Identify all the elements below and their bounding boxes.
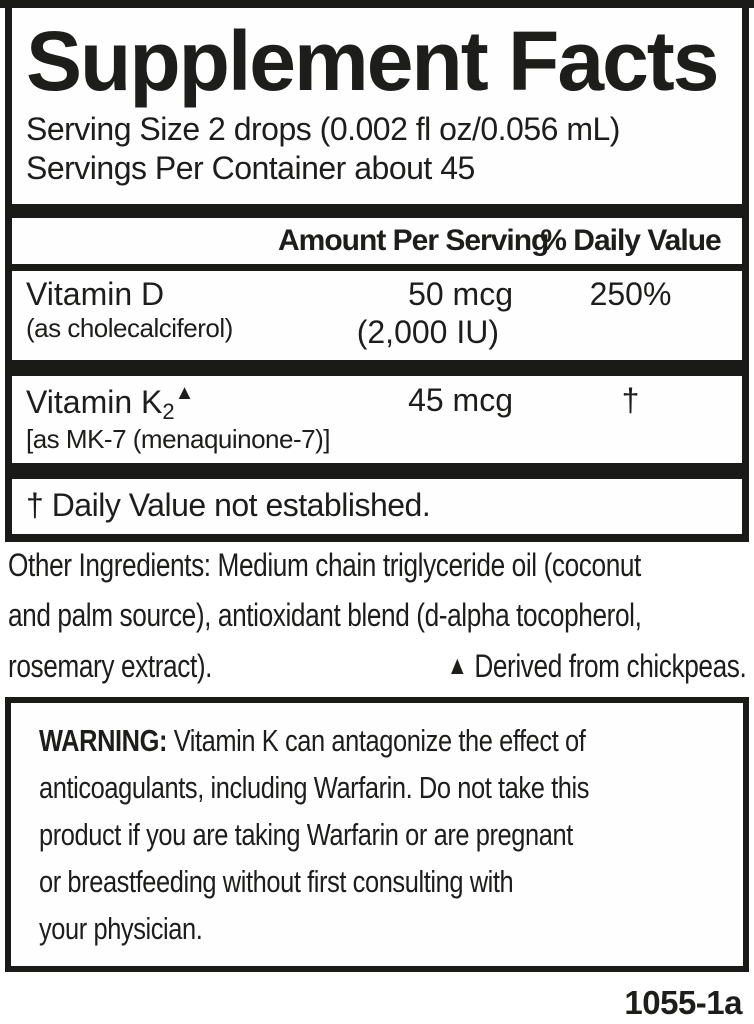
amount-cell: 50 mcg (2,000 IU) (278, 276, 533, 351)
panel-title: Supplement Facts (26, 14, 719, 108)
other-ingredients-section: Other Ingredients: Medium chain triglyce… (8, 540, 746, 690)
separator-bar (12, 264, 742, 272)
other-ingredients-text: rosemary extract). (8, 648, 213, 684)
warning-text: Vitamin K can antagonize the effect of (173, 723, 586, 758)
other-ingredients-last-line: rosemary extract). ▲ Derived from chickp… (8, 640, 746, 690)
nutrient-name-cell: Vitamin K2▲ [as MK-7 (menaquinone-7)] (26, 382, 330, 455)
vitamin-d-name: Vitamin D (26, 276, 165, 313)
other-ingredients-line: Other Ingredients: Medium chain triglyce… (8, 540, 746, 590)
vitamin-d-amount-iu: (2,000 IU) (356, 314, 499, 351)
warning-text: anticoagulants, including Warfarin. Do n… (39, 770, 590, 805)
vitamin-k2-form: [as MK-7 (menaquinone-7)] (26, 423, 330, 454)
warning-line: or breastfeeding without first consultin… (39, 858, 717, 905)
vitamin-d-dv: 250% (589, 276, 672, 313)
warning-box: WARNING: Vitamin K can antagonize the ef… (5, 697, 749, 972)
separator-bar (12, 463, 742, 480)
other-ingredients-text: and palm source), antioxidant blend (d-a… (8, 597, 642, 633)
derived-from-chickpeas-note: ▲ Derived from chickpeas. (446, 640, 746, 691)
nutrient-name-cell: Vitamin D (as cholecalciferol) (26, 276, 278, 344)
header-daily-value: % Daily Value (540, 224, 721, 258)
triangle-icon: ▲ (446, 650, 468, 680)
serving-info: Serving Size 2 drops (0.002 fl oz/0.056 … (26, 110, 728, 188)
other-ingredients-line: and palm source), antioxidant blend (d-a… (8, 590, 746, 640)
top-border-bar (0, 0, 754, 8)
other-ingredients-text: Other Ingredients: Medium chain triglyce… (8, 547, 641, 583)
warning-text: product if you are taking Warfarin or ar… (39, 817, 573, 852)
supplement-facts-panel: Supplement Facts Serving Size 2 drops (0… (5, 8, 749, 543)
serving-size: Serving Size 2 drops (0.002 fl oz/0.056 … (26, 111, 620, 148)
warning-text: your physician. (39, 911, 203, 946)
warning-line: your physician. (39, 905, 717, 952)
daily-value-cell: † (533, 382, 728, 419)
vitamin-d-amount: 50 mcg (408, 276, 513, 313)
vitamin-k-text: Vitamin K (26, 383, 163, 420)
derived-note-text: Derived from chickpeas. (473, 648, 746, 684)
warning-line: product if you are taking Warfarin or ar… (39, 811, 717, 858)
warning-label: WARNING: (39, 723, 168, 758)
product-code: 1055-1a (624, 984, 742, 1021)
vitamin-k2-amount: 45 mcg (408, 381, 513, 418)
vitamin-k2-dv-dagger: † (621, 381, 640, 418)
k2-subscript: 2 (162, 398, 175, 424)
servings-per-container: Servings Per Container about 45 (26, 150, 475, 187)
warning-line: anticoagulants, including Warfarin. Do n… (39, 764, 717, 811)
header-amount-per-serving: Amount Per Serving (278, 224, 549, 258)
chickpea-triangle-mark: ▲ (174, 381, 195, 404)
vitamin-d-form: (as cholecalciferol) (26, 313, 233, 344)
vitamin-k2-name: Vitamin K2▲ (26, 382, 278, 424)
table-row-vitamin-k2: Vitamin K2▲ [as MK-7 (menaquinone-7)] 45… (12, 376, 742, 463)
separator-bar (12, 359, 742, 376)
amount-cell: 45 mcg (278, 382, 533, 419)
warning-line: WARNING: Vitamin K can antagonize the ef… (39, 717, 717, 764)
daily-value-cell: 250% (533, 276, 728, 313)
table-header-row: Amount Per Serving % Daily Value (12, 218, 742, 264)
warning-text: or breastfeeding without first consultin… (39, 864, 514, 899)
separator-bar (12, 204, 742, 219)
table-row-vitamin-d: Vitamin D (as cholecalciferol) 50 mcg (2… (12, 271, 742, 359)
daily-value-footnote: † Daily Value not established. (26, 487, 431, 524)
